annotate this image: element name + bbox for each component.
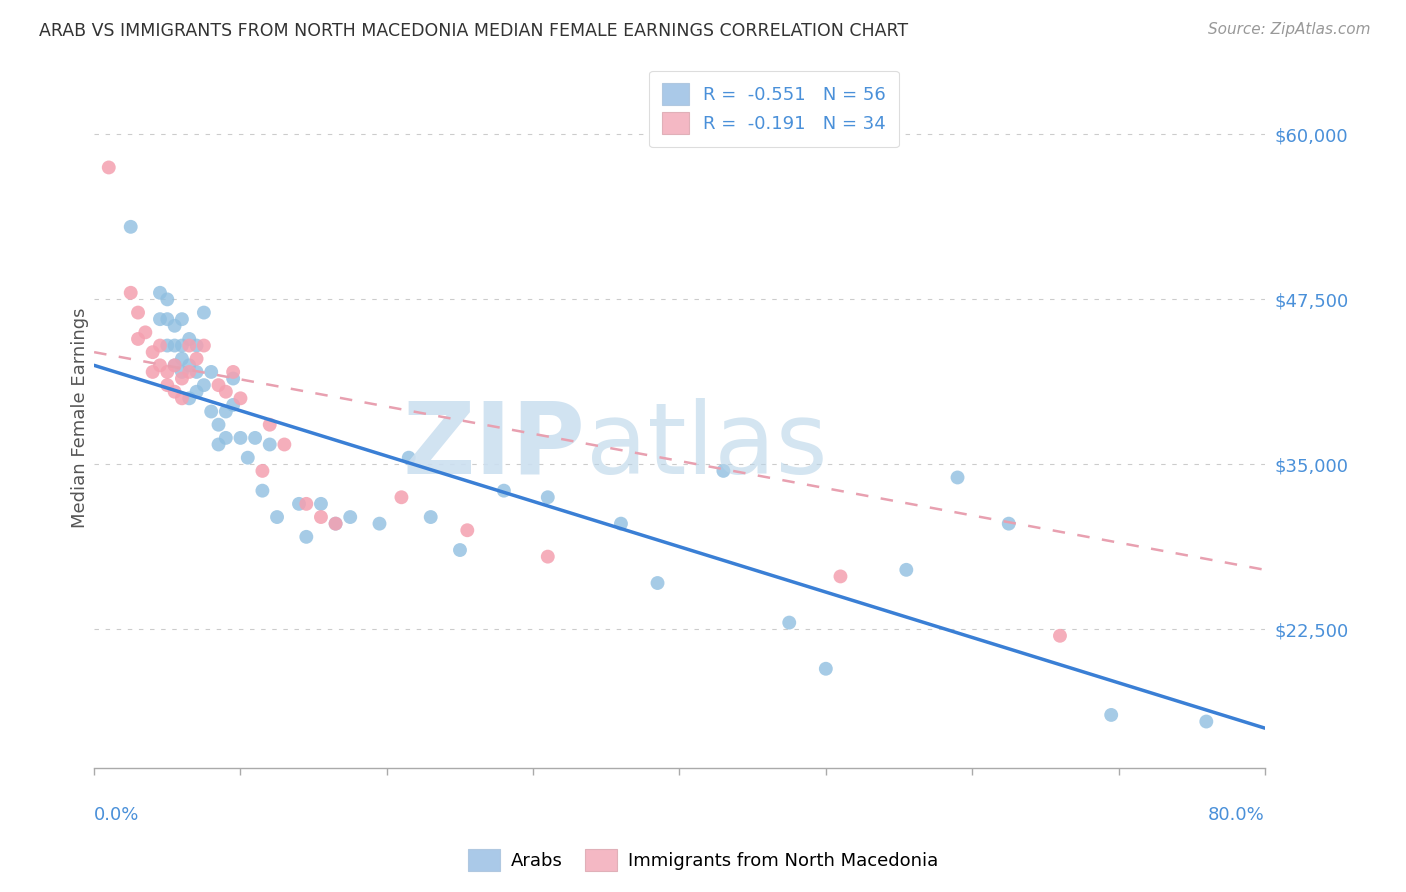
- Point: [252, 483, 274, 498]
- Point: [207, 378, 229, 392]
- Point: [229, 392, 252, 406]
- Point: [156, 338, 179, 352]
- Text: atlas: atlas: [586, 398, 828, 494]
- Point: [207, 417, 229, 432]
- Point: [149, 338, 172, 352]
- Point: [186, 338, 208, 352]
- Point: [814, 662, 837, 676]
- Point: [97, 161, 120, 175]
- Point: [163, 359, 186, 373]
- Point: [170, 338, 193, 352]
- Point: [120, 219, 142, 234]
- Point: [252, 464, 274, 478]
- Point: [170, 312, 193, 326]
- Point: [368, 516, 391, 531]
- Point: [193, 378, 215, 392]
- Text: ZIP: ZIP: [404, 398, 586, 494]
- Point: [179, 338, 201, 352]
- Point: [156, 293, 179, 307]
- Point: [127, 332, 149, 346]
- Point: [215, 431, 238, 445]
- Point: [163, 318, 186, 333]
- Point: [215, 404, 238, 418]
- Point: [391, 490, 413, 504]
- Point: [156, 312, 179, 326]
- Point: [149, 359, 172, 373]
- Point: [170, 392, 193, 406]
- Text: Source: ZipAtlas.com: Source: ZipAtlas.com: [1208, 22, 1371, 37]
- Point: [179, 392, 201, 406]
- Point: [149, 285, 172, 300]
- Point: [170, 371, 193, 385]
- Point: [120, 285, 142, 300]
- Point: [149, 312, 172, 326]
- Point: [449, 543, 471, 558]
- Point: [830, 569, 852, 583]
- Point: [259, 417, 281, 432]
- Legend: R =  -0.551   N = 56, R =  -0.191   N = 34: R = -0.551 N = 56, R = -0.191 N = 34: [650, 70, 898, 147]
- Point: [309, 510, 332, 524]
- Point: [259, 437, 281, 451]
- Point: [492, 483, 515, 498]
- Point: [243, 431, 266, 445]
- Point: [946, 470, 969, 484]
- Point: [215, 384, 238, 399]
- Point: [1099, 707, 1122, 722]
- Point: [537, 490, 560, 504]
- Y-axis label: Median Female Earnings: Median Female Earnings: [72, 308, 89, 528]
- Text: 0.0%: 0.0%: [94, 806, 139, 824]
- Point: [207, 437, 229, 451]
- Point: [156, 365, 179, 379]
- Point: [142, 365, 165, 379]
- Point: [295, 530, 318, 544]
- Point: [713, 464, 735, 478]
- Point: [170, 365, 193, 379]
- Point: [193, 338, 215, 352]
- Point: [537, 549, 560, 564]
- Point: [179, 365, 201, 379]
- Point: [273, 437, 295, 451]
- Point: [997, 516, 1019, 531]
- Point: [186, 384, 208, 399]
- Point: [295, 497, 318, 511]
- Point: [142, 345, 165, 359]
- Point: [163, 384, 186, 399]
- Point: [134, 326, 156, 340]
- Point: [1049, 629, 1071, 643]
- Point: [200, 365, 222, 379]
- Point: [647, 576, 669, 591]
- Point: [163, 359, 186, 373]
- Point: [179, 359, 201, 373]
- Point: [156, 378, 179, 392]
- Point: [170, 351, 193, 366]
- Point: [186, 365, 208, 379]
- Point: [288, 497, 311, 511]
- Point: [419, 510, 441, 524]
- Text: ARAB VS IMMIGRANTS FROM NORTH MACEDONIA MEDIAN FEMALE EARNINGS CORRELATION CHART: ARAB VS IMMIGRANTS FROM NORTH MACEDONIA …: [39, 22, 908, 40]
- Point: [127, 305, 149, 319]
- Point: [266, 510, 288, 524]
- Point: [229, 431, 252, 445]
- Point: [163, 338, 186, 352]
- Point: [325, 516, 347, 531]
- Legend: Arabs, Immigrants from North Macedonia: Arabs, Immigrants from North Macedonia: [461, 842, 945, 879]
- Point: [456, 523, 478, 537]
- Point: [179, 332, 201, 346]
- Point: [309, 497, 332, 511]
- Point: [325, 516, 347, 531]
- Point: [222, 365, 245, 379]
- Point: [339, 510, 361, 524]
- Point: [222, 371, 245, 385]
- Text: 80.0%: 80.0%: [1208, 806, 1265, 824]
- Point: [186, 351, 208, 366]
- Point: [1195, 714, 1218, 729]
- Point: [610, 516, 633, 531]
- Point: [398, 450, 420, 465]
- Point: [222, 398, 245, 412]
- Point: [236, 450, 259, 465]
- Point: [193, 305, 215, 319]
- Point: [200, 404, 222, 418]
- Point: [896, 563, 918, 577]
- Point: [778, 615, 800, 630]
